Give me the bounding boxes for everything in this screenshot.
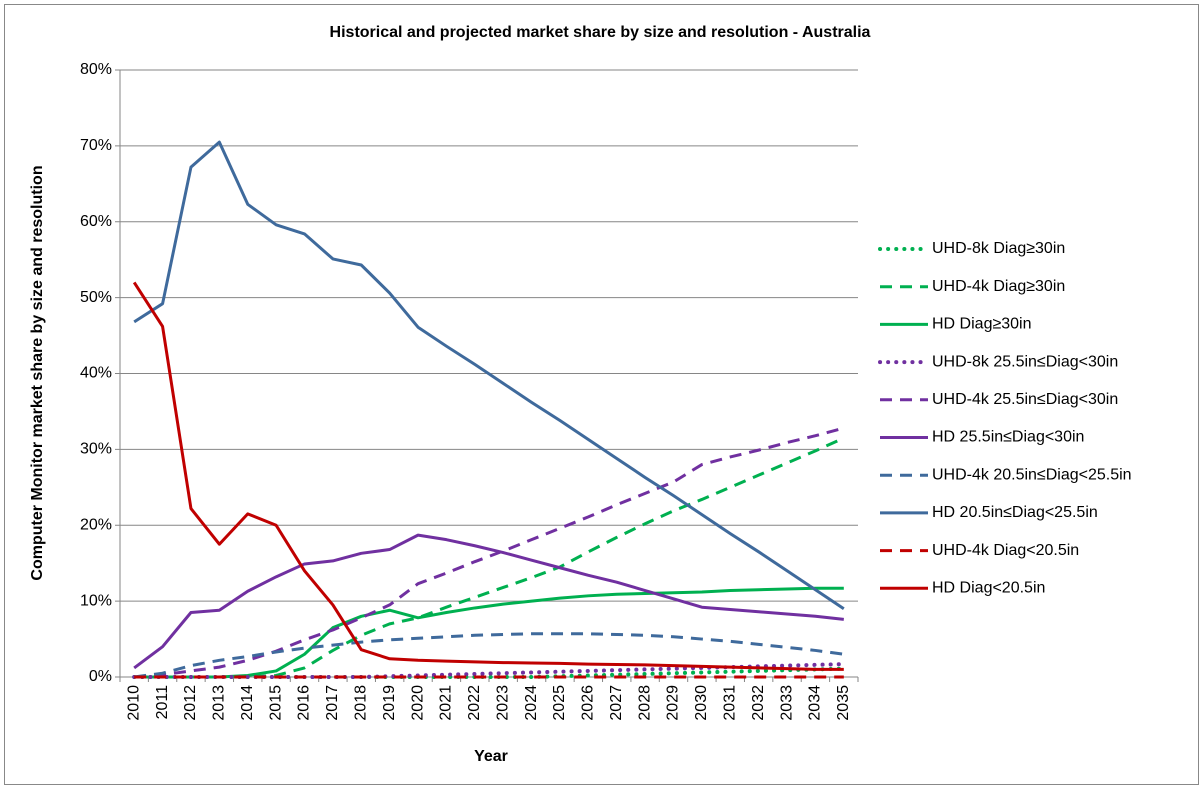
legend-label: UHD-4k 20.5in≤Diag<25.5in	[932, 466, 1132, 483]
x-tick-label: 2033	[778, 685, 795, 721]
legend-label: HD 20.5in≤Diag<25.5in	[932, 504, 1098, 521]
series-line	[134, 436, 845, 679]
legend-label: UHD-8k 25.5in≤Diag<30in	[932, 353, 1118, 370]
legend-label: UHD-4k Diag<20.5in	[932, 542, 1079, 559]
x-tick-label: 2027	[608, 685, 625, 721]
x-tick-label: 2035	[835, 685, 852, 721]
y-tick-label: 10%	[80, 592, 112, 609]
legend-label: HD Diag<20.5in	[932, 580, 1045, 597]
y-tick-label: 20%	[80, 516, 112, 533]
x-tick-label: 2018	[352, 685, 369, 721]
x-tick-label: 2017	[324, 685, 341, 721]
legend-label: UHD-8k Diag≥30in	[932, 240, 1065, 257]
y-tick-label: 40%	[80, 365, 112, 382]
x-tick-label: 2020	[409, 685, 426, 721]
y-tick-label: 30%	[80, 441, 112, 458]
legend-label: UHD-4k 25.5in≤Diag<30in	[932, 391, 1118, 408]
chart-border	[4, 4, 1199, 785]
x-tick-label: 2028	[636, 685, 653, 721]
x-tick-label: 2010	[125, 685, 142, 721]
x-axis-title: Year	[474, 748, 508, 765]
legend-label: HD Diag≥30in	[932, 316, 1032, 333]
series-line	[133, 632, 845, 679]
x-tick-label: 2011	[154, 685, 171, 720]
x-tick-label: 2032	[750, 685, 767, 721]
series-line	[133, 533, 844, 670]
y-axis-title: Computer Monitor market share by size an…	[29, 165, 46, 580]
y-tick-label: 0%	[89, 668, 112, 685]
series-line	[132, 281, 844, 671]
legend-label: UHD-4k Diag≥30in	[932, 278, 1065, 295]
x-tick-label: 2029	[665, 685, 682, 721]
series-line	[132, 666, 846, 679]
y-tick-label: 50%	[80, 289, 112, 306]
x-tick-label: 2016	[296, 685, 313, 721]
legend-label: HD 25.5in≤Diag<30in	[932, 429, 1084, 446]
x-tick-label: 2025	[551, 685, 568, 721]
x-tick-label: 2022	[466, 685, 483, 721]
x-tick-label: 2021	[438, 685, 455, 721]
y-tick-label: 60%	[80, 213, 112, 230]
series-line	[133, 140, 845, 610]
x-tick-label: 2030	[693, 685, 710, 721]
x-tick-label: 2026	[580, 685, 597, 721]
x-tick-label: 2012	[182, 685, 199, 721]
x-tick-label: 2014	[239, 685, 256, 721]
x-tick-label: 2023	[494, 685, 511, 721]
x-tick-label: 2024	[523, 685, 540, 721]
series-line	[134, 586, 844, 679]
y-tick-label: 80%	[80, 61, 112, 78]
y-tick-label: 70%	[80, 137, 112, 154]
x-tick-label: 2015	[267, 685, 284, 721]
x-tick-label: 2013	[211, 685, 228, 721]
x-tick-label: 2019	[381, 685, 398, 721]
x-tick-label: 2034	[807, 685, 824, 721]
chart-title: Historical and projected market share by…	[330, 24, 871, 41]
x-tick-label: 2031	[721, 685, 738, 721]
